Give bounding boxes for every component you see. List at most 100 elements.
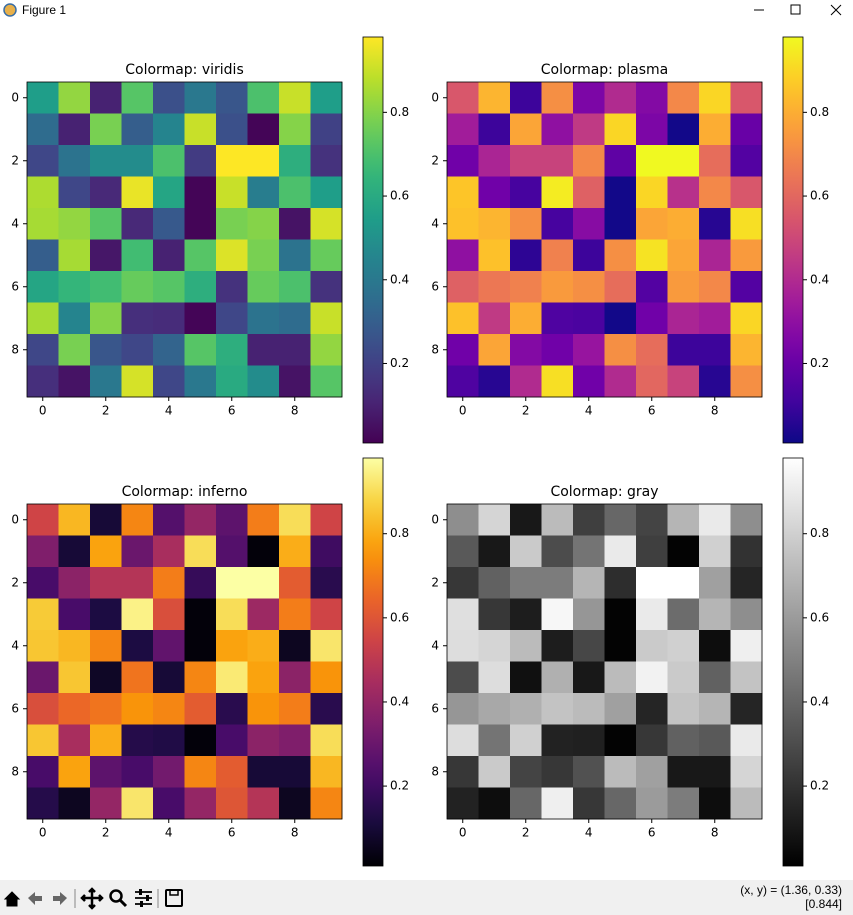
- heatmap-cell: [447, 239, 479, 272]
- heatmap-cell: [279, 208, 311, 240]
- heatmap-cell: [667, 567, 700, 599]
- heatmap-cell: [510, 535, 542, 568]
- heatmap-cell: [573, 271, 605, 303]
- heatmap-cell: [573, 365, 605, 398]
- heatmap-cell: [27, 504, 59, 536]
- heatmap-cell: [573, 239, 605, 272]
- heatmap-cell: [573, 693, 605, 725]
- heatmap-cell: [667, 693, 700, 725]
- title-bar: [0, 0, 853, 22]
- configure-button[interactable]: [135, 891, 152, 905]
- heatmap-cell: [541, 176, 574, 209]
- close-button[interactable]: [830, 4, 842, 16]
- heatmap-cell: [58, 693, 91, 725]
- heatmap-cell: [121, 208, 154, 240]
- heatmap-cell: [478, 302, 511, 335]
- heatmap-cell: [636, 113, 668, 146]
- heatmap-cell: [216, 271, 248, 303]
- heatmap-cell: [153, 113, 185, 146]
- heatmap-cell: [699, 239, 731, 272]
- heatmap-cell: [184, 567, 217, 599]
- heatmap-cell: [699, 787, 731, 820]
- heatmap-cell: [58, 82, 91, 114]
- heatmap-cell: [478, 365, 511, 398]
- heatmap-cell: [153, 334, 185, 366]
- heatmap-cell: [604, 504, 637, 536]
- heatmap-cell: [310, 176, 343, 209]
- heatmap-cell: [153, 787, 185, 820]
- heatmap-cell: [541, 724, 574, 757]
- heatmap-cell: [58, 302, 91, 335]
- heatmap-cell: [184, 365, 217, 398]
- zoom-button[interactable]: [109, 889, 123, 903]
- heatmap-cell: [90, 239, 122, 272]
- heatmap-cell: [510, 756, 542, 788]
- heatmap-cell: [604, 176, 637, 209]
- heatmap-cell: [153, 239, 185, 272]
- maximize-button[interactable]: [790, 4, 801, 15]
- forward-button[interactable]: [53, 892, 67, 905]
- heatmap-cell: [636, 271, 668, 303]
- heatmap-cell: [604, 661, 637, 694]
- heatmap-cell: [310, 756, 343, 788]
- heatmap-cell: [121, 724, 154, 757]
- back-button[interactable]: [28, 892, 42, 905]
- y-tick-label: 2: [11, 153, 19, 167]
- heatmap-cell: [699, 365, 731, 398]
- heatmap-cell: [90, 598, 122, 631]
- heatmap-cell: [699, 535, 731, 568]
- heatmap-cell: [636, 208, 668, 240]
- heatmap-cell: [573, 302, 605, 335]
- heatmap-cell: [699, 504, 731, 536]
- y-tick-label: 4: [431, 216, 439, 230]
- heatmap-cell: [541, 113, 574, 146]
- heatmap-cell: [310, 598, 343, 631]
- panel-title: Colormap: viridis: [125, 62, 243, 78]
- heatmap-cell: [573, 176, 605, 209]
- heatmap-cell: [58, 365, 91, 398]
- x-tick-label: 0: [459, 404, 467, 418]
- heatmap-cell: [90, 756, 122, 788]
- heatmap-cell: [478, 113, 511, 146]
- heatmap-cell: [310, 365, 343, 398]
- pan-button[interactable]: [80, 887, 104, 910]
- heatmap-cell: [247, 334, 280, 366]
- heatmap-cell: [699, 630, 731, 662]
- heatmap-cell: [573, 82, 605, 114]
- heatmap-cell: [90, 82, 122, 114]
- heatmap-cell: [279, 693, 311, 725]
- heatmap-cell: [636, 661, 668, 694]
- home-button[interactable]: [3, 891, 21, 907]
- heatmap-cell: [636, 598, 668, 631]
- heatmap-cell: [58, 271, 91, 303]
- heatmap-cell: [573, 208, 605, 240]
- heatmap-cell: [310, 82, 343, 114]
- y-tick-label: 2: [431, 153, 439, 167]
- heatmap-cell: [478, 693, 511, 725]
- heatmap-cell: [184, 504, 217, 536]
- colorbar-tick-label: 0.4: [810, 272, 829, 286]
- heatmap-cell: [279, 567, 311, 599]
- heatmap-cell: [478, 334, 511, 366]
- heatmap-cell: [90, 661, 122, 694]
- toolbar: [0, 880, 853, 915]
- heatmap-cell: [247, 756, 280, 788]
- heatmap-cell: [279, 787, 311, 820]
- heatmap-cell: [279, 271, 311, 303]
- heatmap-cell: [604, 271, 637, 303]
- heatmap-cell: [447, 504, 479, 536]
- heatmap-cell: [699, 302, 731, 335]
- heatmap-cell: [730, 661, 763, 694]
- heatmap-cell: [730, 787, 763, 820]
- heatmap-cell: [447, 598, 479, 631]
- heatmap-cell: [310, 239, 343, 272]
- heatmap-cell: [216, 334, 248, 366]
- heatmap-cell: [247, 535, 280, 568]
- heatmap-cell: [27, 598, 59, 631]
- heatmap-cell: [510, 661, 542, 694]
- heatmap-cell: [153, 535, 185, 568]
- heatmap-cell: [153, 271, 185, 303]
- heatmap-cell: [510, 334, 542, 366]
- x-tick-label: 0: [459, 826, 467, 840]
- heatmap-cell: [247, 239, 280, 272]
